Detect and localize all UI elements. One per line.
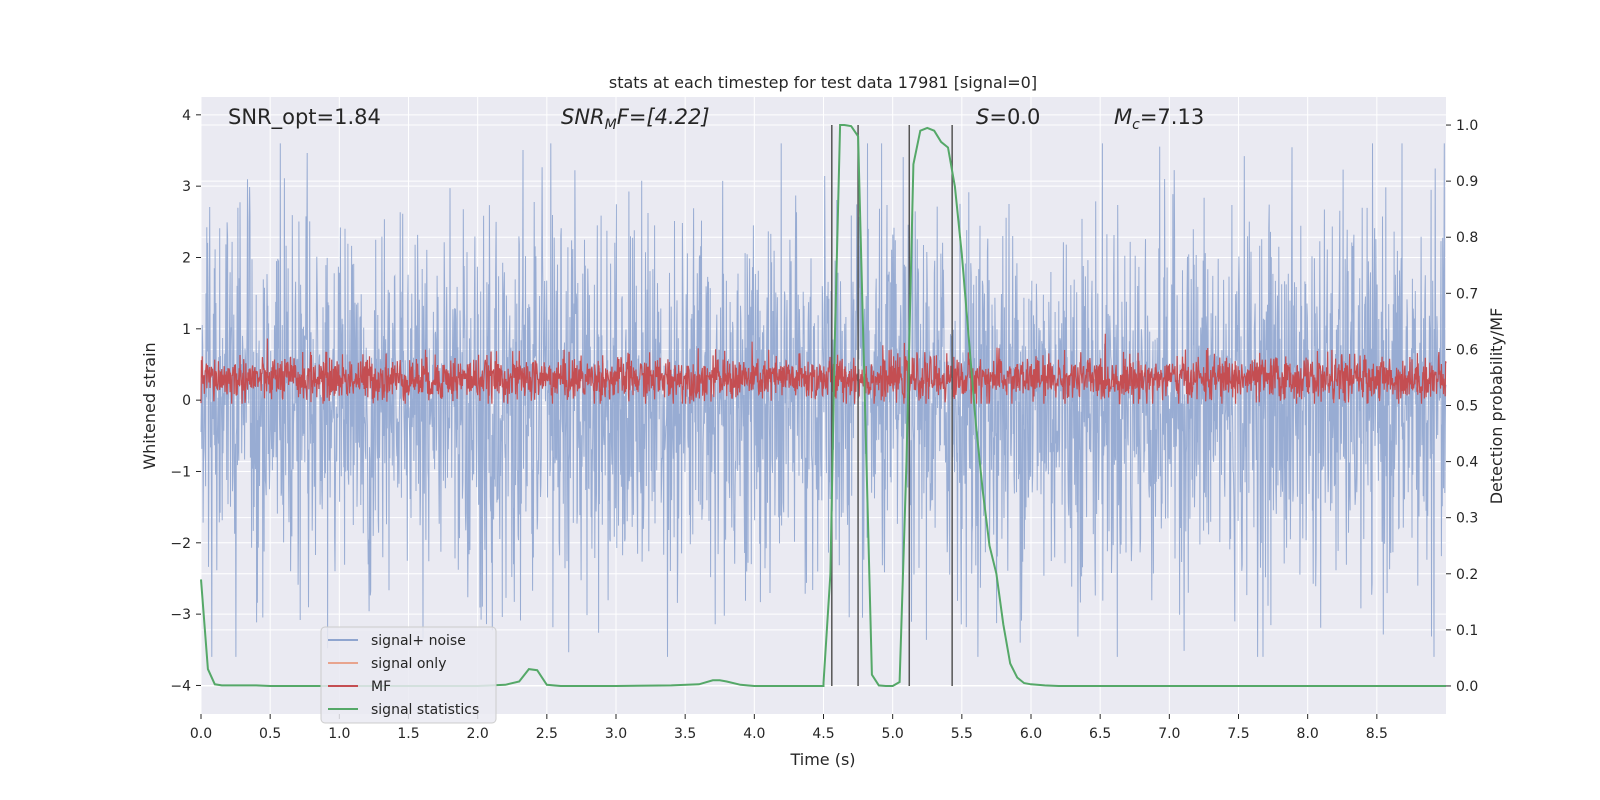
ytick-right-label-10: 1.0: [1456, 118, 1478, 134]
ytick-right-label-5: 0.5: [1456, 399, 1478, 415]
series-signal-plus-noise: [200, 143, 1447, 657]
xtick-label-11: 5.5: [951, 726, 973, 742]
ytick-right-label-9: 0.9: [1456, 174, 1478, 190]
xtick-label-5: 2.5: [536, 726, 558, 742]
legend-label-mf: MF: [371, 679, 391, 695]
xtick-label-6: 3.0: [605, 726, 627, 742]
detection-window-lines: [831, 125, 953, 686]
y-axis-right-label: Detection probability/MF: [1487, 308, 1506, 505]
xtick-label-3: 1.5: [397, 726, 419, 742]
xtick-label-17: 8.5: [1366, 726, 1388, 742]
annotation-s-var: S: [976, 105, 989, 129]
ytick-left-label-4: 0: [182, 393, 191, 409]
ytick-right-label-6: 0.6: [1456, 342, 1478, 358]
legend-label-signal-noise: signal+ noise: [371, 633, 466, 649]
annotation-mc-var: M: [1114, 105, 1132, 129]
xtick-label-14: 7.0: [1158, 726, 1180, 742]
annotation-mc-value: =7.13: [1140, 105, 1204, 129]
ytick-left-label-5: 1: [182, 322, 191, 338]
annotation-mc: Mc=7.13: [1114, 105, 1204, 133]
chart-title: stats at each timestep for test data 179…: [609, 73, 1037, 92]
x-axis-label: Time (s): [789, 750, 855, 769]
xtick-label-7: 3.5: [674, 726, 696, 742]
xtick-label-8: 4.0: [743, 726, 765, 742]
xtick-label-4: 2.0: [467, 726, 489, 742]
axis-ticks: 0.0 0.5 1.0 1.5 2.0 2.5 3.0 3.5 4.0 4.5 5.0 5.5 6.0 6…: [170, 108, 1478, 742]
annotation-snr-mf: SNRMF=[4.22]: [561, 105, 710, 133]
line-signal-plus-noise: [200, 143, 1447, 657]
ytick-left-label-3: −1: [170, 464, 191, 480]
legend-label-signal-only: signal only: [371, 656, 446, 672]
ytick-left-label-6: 2: [182, 250, 191, 266]
legend: signal+ noise signal only MF signal stat…: [320, 626, 497, 724]
y-axis-left-label: Whitened strain: [140, 342, 159, 469]
annotation-s: S=0.0: [976, 105, 1040, 129]
annotation-snr-mf-prefix: SNR: [561, 105, 605, 129]
ytick-right-label-0: 0.0: [1456, 679, 1478, 695]
legend-label-signal-statistics: signal statistics: [371, 702, 479, 718]
xtick-label-9: 4.5: [812, 726, 834, 742]
ytick-right-label-2: 0.2: [1456, 567, 1478, 583]
ytick-right-label-4: 0.4: [1456, 455, 1478, 471]
ytick-right-label-3: 0.3: [1456, 511, 1478, 527]
annotation-snr-mf-rest: F=[4.22]: [617, 105, 710, 129]
xtick-label-0: 0.0: [190, 726, 212, 742]
ytick-right-label-7: 0.7: [1456, 286, 1478, 302]
xtick-label-13: 6.5: [1089, 726, 1111, 742]
xtick-label-16: 8.0: [1297, 726, 1319, 742]
ytick-right-label-1: 0.1: [1456, 623, 1478, 639]
ytick-left-label-7: 3: [182, 179, 191, 195]
xtick-label-1: 0.5: [259, 726, 281, 742]
legend-box: [320, 626, 497, 724]
ytick-left-label-1: −3: [170, 607, 191, 623]
xtick-label-15: 7.5: [1227, 726, 1249, 742]
series-mf: [200, 333, 1447, 405]
ytick-left-label-2: −2: [170, 536, 191, 552]
xtick-label-10: 5.0: [882, 726, 904, 742]
ytick-left-label-8: 4: [182, 108, 191, 124]
xtick-label-2: 1.0: [328, 726, 350, 742]
annotation-snr-mf-sub: M: [605, 117, 617, 133]
ytick-left-label-0: −4: [170, 678, 191, 694]
annotation-snr-opt: SNR_opt=1.84: [228, 105, 381, 130]
annotation-mc-sub: c: [1132, 117, 1140, 133]
ytick-right-label-8: 0.8: [1456, 230, 1478, 246]
annotation-s-value: =0.0: [989, 105, 1040, 129]
xtick-label-12: 6.0: [1020, 726, 1042, 742]
line-mf: [200, 333, 1447, 405]
